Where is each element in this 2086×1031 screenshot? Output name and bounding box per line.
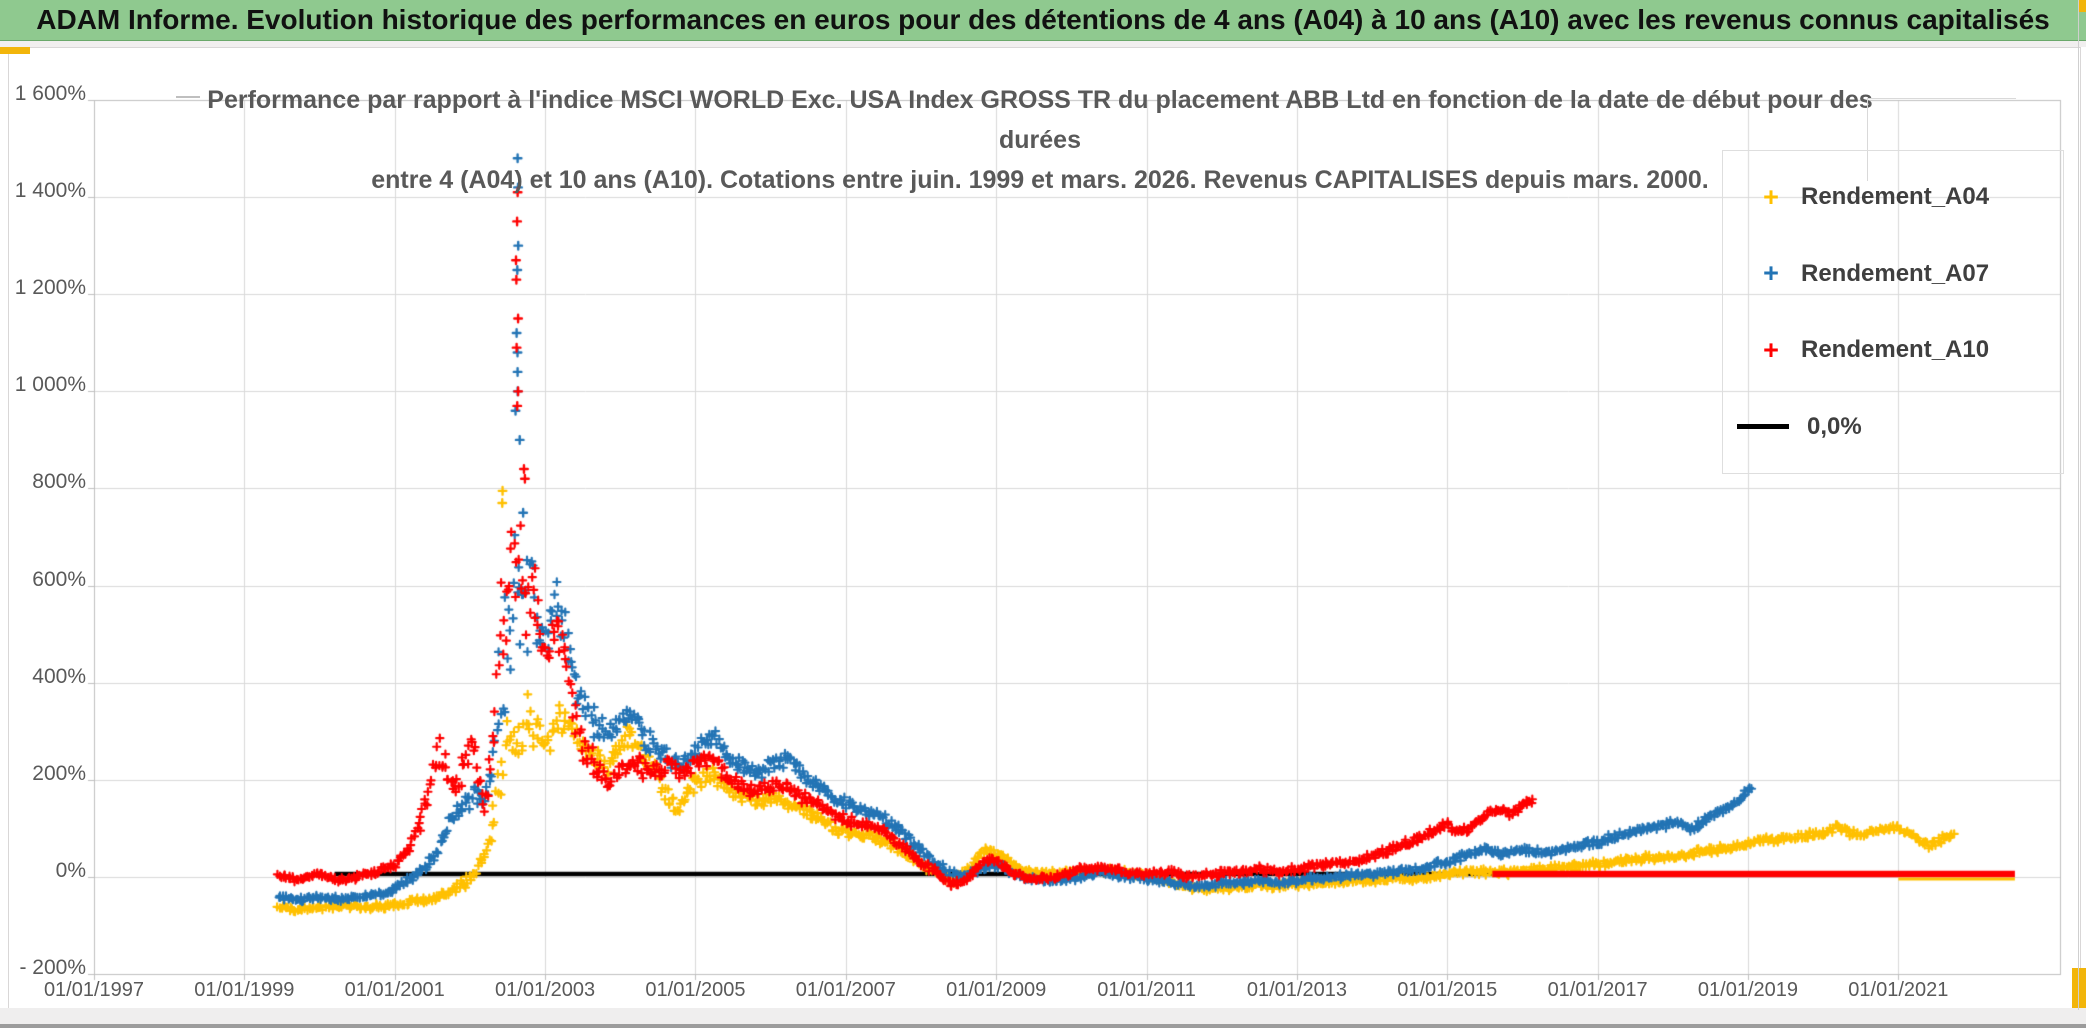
empty-textbox-outline [1867, 98, 2016, 181]
y-tick-label: 400% [32, 664, 86, 688]
y-tick-label: 800% [32, 470, 86, 494]
legend-item-rendement-a04[interactable]: + Rendement_A04 [1723, 177, 2063, 217]
y-tick-label: 200% [32, 761, 86, 785]
x-tick-label: 01/01/2015 [1397, 979, 1498, 1001]
legend-plus-marker-icon: + [1763, 334, 1779, 365]
x-tick-label: 01/01/1997 [43, 979, 145, 1001]
x-tick-label: 01/01/1999 [194, 979, 295, 1001]
x-tick-label: 01/01/2003 [495, 979, 596, 1001]
x-tick-label: 01/01/2017 [1547, 979, 1648, 1001]
y-tick-label: 1 000% [14, 373, 86, 397]
legend-item-0-0-[interactable]: 0,0% [1723, 407, 2063, 447]
legend-item-rendement-a07[interactable]: + Rendement_A07 [1723, 254, 2063, 294]
bottom-window-divider [0, 1024, 2086, 1028]
x-tick-label: 01/01/2007 [795, 979, 896, 1001]
y-tick-label: 1 400% [14, 179, 86, 203]
legend-item-label: Rendement_A07 [1801, 259, 1990, 287]
y-tick-label: 1 200% [14, 276, 86, 300]
legend-plus-marker-icon: + [1763, 258, 1779, 289]
x-tick-label: 01/01/2011 [1097, 979, 1196, 1001]
legend-plus-marker-icon: + [1763, 181, 1779, 212]
chart-title: Performance par rapport à l'indice MSCI … [180, 80, 1900, 200]
y-tick-label: - 200% [19, 956, 86, 979]
y-tick-label: 0% [55, 858, 86, 882]
gold-selection-border-top-right [2079, 0, 2086, 12]
chart-right-border [2078, 0, 2079, 1010]
chart-title-line2: entre 4 (A04) et 10 ans (A10). Cotations… [371, 166, 1709, 194]
gold-selection-border-top-left [0, 47, 30, 54]
x-tick-label: 01/01/2019 [1697, 979, 1799, 1001]
chart-title-line1: Performance par rapport à l'indice MSCI … [207, 86, 1873, 154]
legend-item-rendement-a10[interactable]: + Rendement_A10 [1723, 330, 2063, 370]
x-tick-label: 01/01/2009 [946, 979, 1047, 1001]
bottom-gray-strip [0, 1008, 2086, 1024]
x-tick-label: 01/01/2021 [1848, 979, 1949, 1001]
legend-item-label: 0,0% [1807, 412, 1862, 440]
x-tick-label: 01/01/2013 [1246, 979, 1347, 1001]
y-tick-label: 600% [32, 567, 86, 591]
x-tick-label: 01/01/2001 [344, 979, 445, 1001]
y-tick-label: 1 600% [14, 82, 86, 105]
legend-line-key [1737, 424, 1789, 430]
legend-item-label: Rendement_A04 [1801, 183, 1990, 211]
x-tick-label: 01/01/2005 [645, 979, 746, 1001]
title-leader-line [176, 96, 200, 98]
chart-legend[interactable]: + Rendement_A04 + Rendement_A07 + Rendement_A… [1722, 150, 2064, 474]
legend-item-label: Rendement_A10 [1801, 336, 1990, 364]
